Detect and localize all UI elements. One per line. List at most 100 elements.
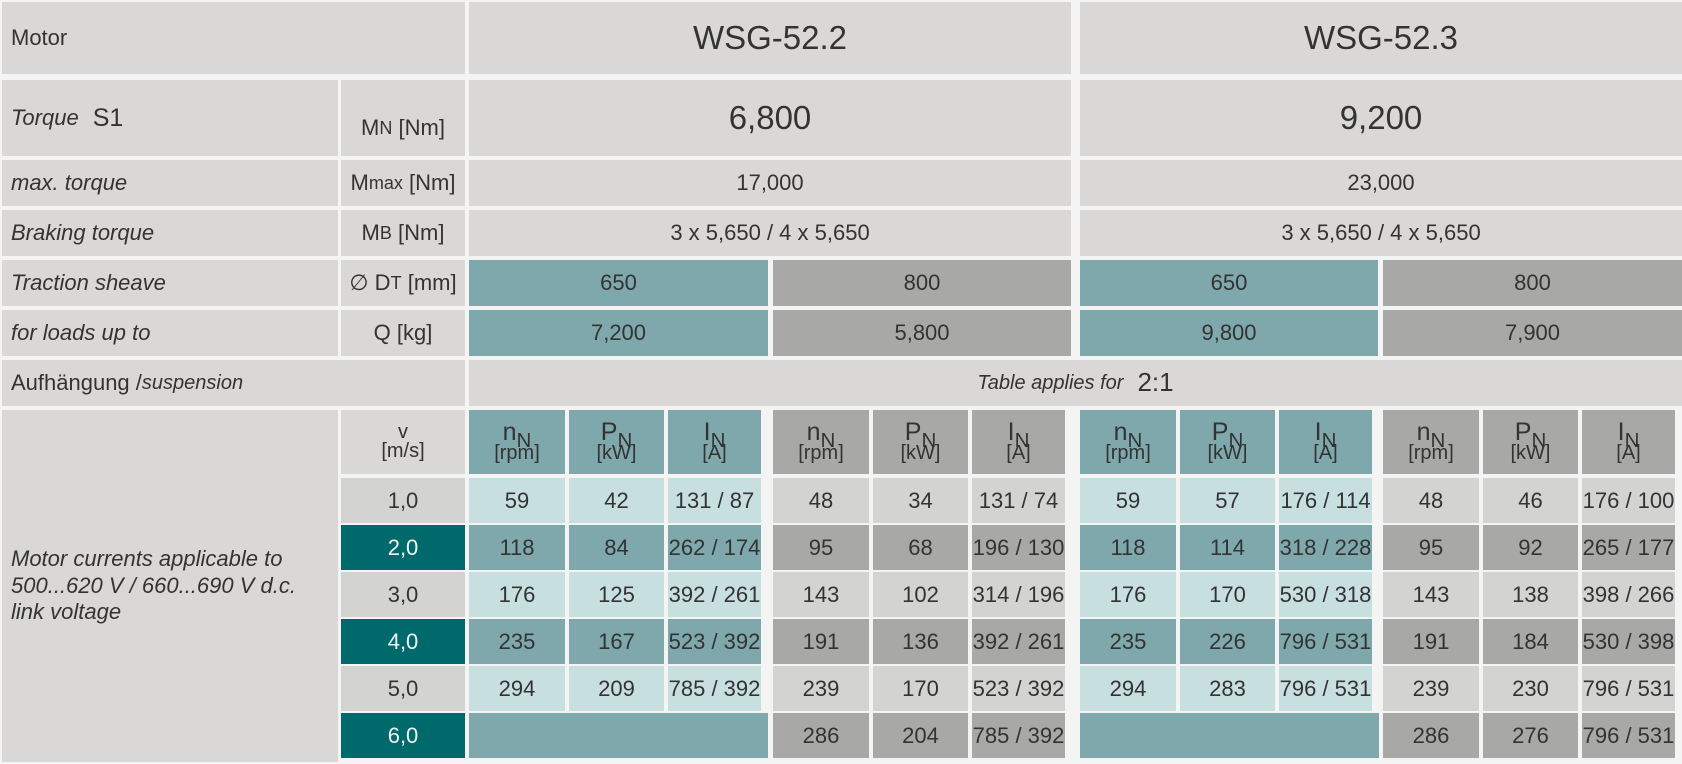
- data-cell: 239: [773, 666, 869, 711]
- column-header-unit: [kW]: [1207, 442, 1248, 465]
- column-header: IN [A]: [1279, 410, 1372, 474]
- data-cell: 143: [773, 572, 869, 617]
- column-header: PN [kW]: [1180, 410, 1275, 474]
- data-cell: 226: [1180, 619, 1275, 664]
- model-header-wsg-52-3: WSG-52.3: [1080, 2, 1682, 74]
- data-cell: 235: [469, 619, 565, 664]
- data-cell: 796 / 531: [1582, 666, 1675, 711]
- column-header-symbol: PN: [1514, 417, 1547, 452]
- data-cell: 176 / 114: [1279, 478, 1372, 523]
- column-header-unit: [A]: [1313, 442, 1338, 465]
- column-header: nN [rpm]: [1080, 410, 1176, 474]
- suspension-note: Table applies for 2:1: [469, 360, 1682, 406]
- column-header: nN [rpm]: [469, 410, 565, 474]
- data-cell: 57: [1180, 478, 1275, 523]
- column-header: PN [kW]: [873, 410, 968, 474]
- data-cell: 184: [1483, 619, 1578, 664]
- traction-sheave-value: 650: [469, 260, 768, 306]
- loads-label: for loads up to: [2, 310, 338, 356]
- column-header-unit: [A]: [702, 442, 727, 465]
- data-cell: 318 / 228: [1279, 525, 1372, 570]
- model-header-wsg-52-2: WSG-52.2: [469, 2, 1071, 74]
- traction-sheave-value: 800: [773, 260, 1071, 306]
- max-torque-value-wsg-52-2: 17,000: [469, 160, 1071, 206]
- torque-s1-value-wsg-52-3: 9,200: [1080, 80, 1682, 156]
- column-header-unit: [kW]: [596, 442, 637, 465]
- speed-cell: 6,0: [341, 713, 465, 758]
- data-cell: 523 / 392: [972, 666, 1065, 711]
- data-cell: 95: [773, 525, 869, 570]
- data-cell: 95: [1383, 525, 1479, 570]
- column-header-unit: [A]: [1006, 442, 1031, 465]
- column-header-unit: [rpm]: [494, 442, 540, 465]
- data-cell: 118: [1080, 525, 1176, 570]
- data-cell: 398 / 266: [1582, 572, 1675, 617]
- column-header-symbol: PN: [600, 417, 633, 452]
- torque-s1-value-wsg-52-2: 6,800: [469, 80, 1071, 156]
- speed-cell: 4,0: [341, 619, 465, 664]
- data-cell: 68: [873, 525, 968, 570]
- s1-text: S1: [92, 103, 124, 132]
- column-header: nN [rpm]: [1383, 410, 1479, 474]
- data-cell: 92: [1483, 525, 1578, 570]
- data-cell: 294: [469, 666, 565, 711]
- data-cell: 796 / 531: [1582, 713, 1675, 758]
- braking-torque-label: Braking torque: [2, 210, 338, 256]
- data-cell: 314 / 196: [972, 572, 1065, 617]
- data-cell: 191: [1383, 619, 1479, 664]
- column-header-unit: [kW]: [1510, 442, 1551, 465]
- data-cell: 286: [1383, 713, 1479, 758]
- data-cell: 286: [773, 713, 869, 758]
- column-header-unit: [rpm]: [1105, 442, 1151, 465]
- motor-currents-label: Motor currents applicable to 500...620 V…: [2, 410, 338, 762]
- column-header-symbol: nN: [1113, 417, 1143, 452]
- traction-sheave-value: 800: [1383, 260, 1682, 306]
- column-header-symbol: IN: [1314, 417, 1337, 452]
- data-cell: 196 / 130: [972, 525, 1065, 570]
- data-cell: 785 / 392: [668, 666, 761, 711]
- column-header-unit: [rpm]: [1408, 442, 1454, 465]
- empty-cell: [469, 713, 768, 758]
- speed-cell: 1,0: [341, 478, 465, 523]
- column-header: nN [rpm]: [773, 410, 869, 474]
- max-torque-value-wsg-52-3: 23,000: [1080, 160, 1682, 206]
- data-cell: 230: [1483, 666, 1578, 711]
- data-cell: 235: [1080, 619, 1176, 664]
- column-header-symbol: nN: [1416, 417, 1446, 452]
- data-cell: 392 / 261: [972, 619, 1065, 664]
- column-header: PN [kW]: [569, 410, 664, 474]
- column-header-symbol: nN: [502, 417, 532, 452]
- data-cell: 785 / 392: [972, 713, 1065, 758]
- data-cell: 796 / 531: [1279, 666, 1372, 711]
- data-cell: 46: [1483, 478, 1578, 523]
- data-cell: 276: [1483, 713, 1578, 758]
- loads-symbol: Q [kg]: [341, 310, 465, 356]
- data-cell: 392 / 261: [668, 572, 761, 617]
- column-header-symbol: IN: [703, 417, 726, 452]
- data-cell: 191: [773, 619, 869, 664]
- data-cell: 176 / 100: [1582, 478, 1675, 523]
- data-cell: 143: [1383, 572, 1479, 617]
- column-header-symbol: IN: [1617, 417, 1640, 452]
- motor-label: Motor: [2, 2, 465, 74]
- data-cell: 42: [569, 478, 664, 523]
- data-cell: 176: [1080, 572, 1176, 617]
- data-cell: 530 / 318: [1279, 572, 1372, 617]
- data-cell: 204: [873, 713, 968, 758]
- column-header: PN [kW]: [1483, 410, 1578, 474]
- braking-torque-value-wsg-52-2: 3 x 5,650 / 4 x 5,650: [469, 210, 1071, 256]
- torque-label-text: Torque: [11, 105, 79, 131]
- column-header-unit: [rpm]: [798, 442, 844, 465]
- speed-cell: 5,0: [341, 666, 465, 711]
- loads-value: 7,200: [469, 310, 768, 356]
- data-cell: 239: [1383, 666, 1479, 711]
- torque-s1-label: Torque S1: [2, 80, 338, 156]
- column-header: IN [A]: [972, 410, 1065, 474]
- data-cell: 176: [469, 572, 565, 617]
- data-cell: 59: [469, 478, 565, 523]
- column-header-symbol: nN: [806, 417, 836, 452]
- data-cell: 48: [1383, 478, 1479, 523]
